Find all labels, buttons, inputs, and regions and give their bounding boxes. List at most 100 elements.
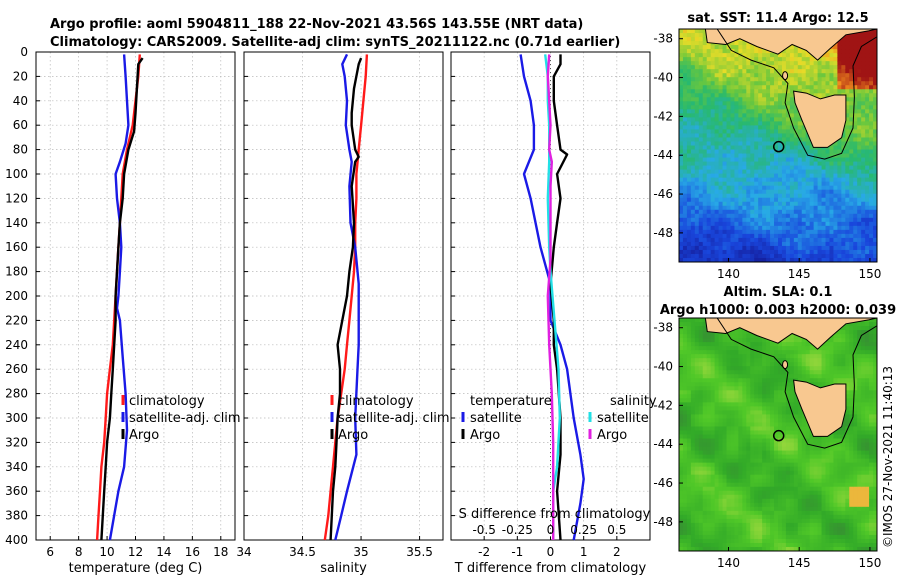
x-tick-label: 12 [128, 545, 143, 559]
map-y-tick-label: -44 [653, 437, 673, 451]
map-x-tick-label: 145 [788, 556, 811, 570]
y-tick-label: 0 [20, 45, 28, 59]
legend-label-climatology: climatology [338, 394, 414, 409]
x-axis-label: salinity [320, 561, 367, 576]
map-y-tick-label: -42 [653, 109, 673, 123]
y-tick-label: 20 [13, 69, 28, 83]
map-field [679, 318, 877, 551]
y-tick-label: 160 [5, 240, 28, 254]
x-axis-label: T difference from climatology [454, 561, 647, 576]
header-title-line2: Climatology: CARS2009. Satellite-adj cli… [50, 35, 620, 50]
x-tick-label: 18 [213, 545, 228, 559]
x-tick-label: 6 [46, 545, 54, 559]
map-y-tick-label: -48 [653, 226, 673, 240]
diff-series-s-argo-line [546, 54, 555, 540]
map-y-tick-label: -46 [653, 187, 673, 201]
shelf-contour-line [716, 29, 877, 160]
map-x-tick-label: 150 [858, 267, 881, 281]
x-tick-label: -1 [511, 545, 523, 559]
y-tick-label: 360 [5, 484, 28, 498]
map-field [679, 29, 877, 262]
shelf-contour-line [716, 318, 877, 449]
temperature-profile-panel: 6 8 10 12 14 16 180204060801001201401601802002… [5, 45, 241, 576]
x-tick-label: 34.5 [289, 545, 316, 559]
y-tick-label: 200 [5, 289, 28, 303]
tasmania-landmass [793, 90, 847, 148]
y-tick-label: 300 [5, 411, 28, 425]
x-tick-label: 2 [613, 545, 621, 559]
map-y-tick-label: -46 [653, 476, 673, 490]
argo-float-marker [772, 140, 785, 153]
map-frame [678, 28, 878, 263]
sla-map-title: Altim. SLA: 0.1 [724, 285, 833, 300]
s-diff-tick-label: 0.25 [570, 523, 597, 537]
legend-label-s-satellite: satellite [597, 411, 649, 426]
s-diff-tick-label: 0.5 [607, 523, 626, 537]
x-tick-label: 8 [75, 545, 83, 559]
x-axis-label: temperature (deg C) [69, 561, 203, 576]
y-tick-label: 260 [5, 362, 28, 376]
argo-float-marker [772, 429, 785, 442]
map-x-tick-label: 140 [717, 556, 740, 570]
y-tick-label: 320 [5, 435, 28, 449]
y-tick-label: 400 [5, 533, 28, 547]
y-tick-label: 180 [5, 265, 28, 279]
temp-series-satellite-line [108, 54, 130, 541]
s-diff-tick-label: 0 [547, 523, 555, 537]
imos-watermark: ©IMOS 27-Nov-2021 11:40:13 [881, 366, 895, 548]
legend-label-t-satellite: satellite [470, 411, 522, 426]
y-tick-label: 40 [13, 94, 28, 108]
map-y-tick-label: -42 [653, 398, 673, 412]
sal-series-argo-line [329, 57, 363, 541]
y-tick-label: 280 [5, 387, 28, 401]
legend-label-argo: Argo [338, 428, 368, 443]
y-tick-label: 220 [5, 313, 28, 327]
map-y-tick-label: -44 [653, 148, 673, 162]
difference-profile-panel: -2 -1 0 1 2 T difference from climatology S di… [450, 51, 657, 576]
legend-label-s-argo: Argo [597, 428, 627, 443]
legend-label-argo: Argo [129, 428, 159, 443]
mainland-landmass [679, 318, 877, 350]
x-tick-label: 35.5 [406, 545, 433, 559]
x-tick-label: 10 [99, 545, 114, 559]
y-tick-label: 140 [5, 216, 28, 230]
map-y-tick-label: -38 [653, 32, 673, 46]
map-x-tick-label: 145 [788, 267, 811, 281]
salinity-profile-panel: 34 34.5 35 35.5 salinity climatology satellite… [236, 51, 450, 576]
x-tick-label: 34 [236, 545, 251, 559]
y-tick-label: 120 [5, 191, 28, 205]
map-y-tick-label: -40 [653, 360, 673, 374]
sst-map: 140 145 150 -38 -40 -42 -44 -46 -48 [653, 28, 881, 281]
legend-label-satellite: satellite-adj. clim [129, 411, 241, 426]
x-tick-label: 14 [156, 545, 171, 559]
map-y-tick-label: -38 [653, 321, 673, 335]
y-tick-label: 80 [13, 143, 28, 157]
y-tick-label: 380 [5, 509, 28, 523]
map-x-tick-label: 150 [858, 556, 881, 570]
map-y-tick-label: -40 [653, 71, 673, 85]
mainland-landmass [679, 29, 877, 61]
y-tick-label: 240 [5, 338, 28, 352]
s-diff-axis-label: S difference from climatology [459, 507, 651, 522]
legend-header-salinity: salinity [610, 394, 657, 409]
legend-label-climatology: climatology [129, 394, 205, 409]
y-tick-label: 60 [13, 118, 28, 132]
x-tick-label: -2 [478, 545, 490, 559]
x-tick-label: 1 [580, 545, 588, 559]
y-tick-label: 340 [5, 460, 28, 474]
sst-map-title: sat. SST: 11.4 Argo: 12.5 [687, 11, 868, 26]
temp-series-argo-line [100, 57, 144, 541]
y-tick-label: 100 [5, 167, 28, 181]
s-diff-tick-label: -0.25 [502, 523, 533, 537]
x-tick-label: 35 [353, 545, 368, 559]
x-tick-label: 0 [547, 545, 555, 559]
map-frame [678, 317, 878, 552]
map-y-tick-label: -48 [653, 515, 673, 529]
legend-label-satellite: satellite-adj. clim [338, 411, 450, 426]
sla-map-subtitle: Argo h1000: 0.003 h2000: 0.039 [660, 303, 896, 318]
sal-series-climatology-line [323, 54, 369, 541]
legend-label-t-argo: Argo [470, 428, 500, 443]
tasmania-landmass [793, 379, 847, 437]
map-x-tick-label: 140 [717, 267, 740, 281]
